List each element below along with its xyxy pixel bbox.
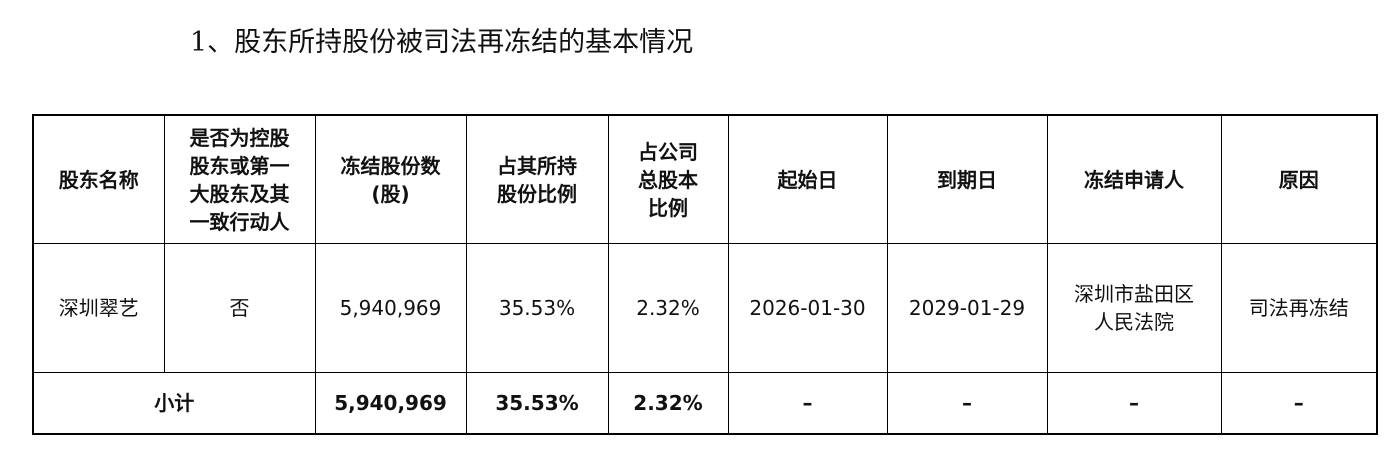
cell-line: 5,940,969 xyxy=(339,296,442,320)
cell-line: 2029-01-29 xyxy=(908,296,1026,320)
data-cell: 35.53% xyxy=(465,243,609,373)
subtotal-cell: 2.32% xyxy=(607,372,729,435)
cell-line: 否 xyxy=(229,296,250,320)
cell-line: 比例 xyxy=(648,195,688,220)
data-row: 深圳翠艺 否 5,940,969 35.53% 2.32% 2026-01-30 2029-… xyxy=(32,243,1378,373)
cell-line: 占公司 xyxy=(638,139,698,164)
cell-line: 是否为控股 xyxy=(189,125,290,150)
cell-line: 起始日 xyxy=(777,167,838,192)
data-cell: 2.32% xyxy=(607,243,729,373)
cell-line: 股东或第一 xyxy=(189,153,290,178)
data-cell: 否 xyxy=(163,243,316,373)
subtotal-cell: – xyxy=(886,372,1048,435)
data-cell: 深圳翠艺 xyxy=(32,243,165,373)
data-cell: 5,940,969 xyxy=(314,243,467,373)
data-cell: 深圳市盐田区 人民法院 xyxy=(1046,243,1222,373)
header-cell: 占其所持 股份比例 xyxy=(465,114,609,244)
subtotal-cell: 5,940,969 xyxy=(314,372,467,435)
cell-line: 35.53% xyxy=(498,296,576,320)
cell-line: 占其所持 xyxy=(497,153,577,178)
heading: 1、股东所持股份被司法再冻结的基本情况 xyxy=(190,27,694,58)
cell-line: (股) xyxy=(371,181,410,206)
data-cell: 2029-01-29 xyxy=(886,243,1048,373)
cell-line: 总股本 xyxy=(638,167,698,192)
cell-line: 深圳市盐田区 xyxy=(1074,282,1194,306)
cell-line: 股份比例 xyxy=(497,181,577,206)
header-cell: 原因 xyxy=(1220,114,1378,244)
cell-line: 2.32% xyxy=(636,296,700,320)
subtotal-cell: – xyxy=(1220,372,1378,435)
subtotal-cell: – xyxy=(1046,372,1222,435)
cell-line: 人民法院 xyxy=(1094,310,1174,334)
header-cell: 占公司 总股本 比例 xyxy=(607,114,729,244)
cell-line: 2026-01-30 xyxy=(749,296,866,320)
data-cell: 2026-01-30 xyxy=(727,243,888,373)
cell-line: 股东名称 xyxy=(58,167,139,192)
header-cell: 是否为控股股东或第一大股东及其一致行动人 xyxy=(163,114,316,244)
cell-line: 到期日 xyxy=(937,167,997,192)
cell-line: 一致行动人 xyxy=(189,209,290,234)
cell-line: 大股东及其 xyxy=(189,181,290,206)
cell-line: 司法再冻结 xyxy=(1248,296,1349,320)
header-cell: 起始日 xyxy=(727,114,888,244)
subtotal-cell: – xyxy=(727,372,888,435)
header-cell: 到期日 xyxy=(886,114,1048,244)
header-cell: 股东名称 xyxy=(32,114,165,244)
header-cell: 冻结股份数 (股) xyxy=(314,114,467,244)
cell-line: 原因 xyxy=(1278,167,1319,192)
data-cell: 司法再冻结 xyxy=(1220,243,1378,373)
header-row: 股东名称 是否为控股 股东或第一 大股东及其 一致行动人 冻结股份数 (股) 占其所持 股份比例… xyxy=(32,114,1378,244)
table-body: 股东名称 是否为控股 股东或第一 大股东及其 一致行动人 冻结股份数 (股) 占其所持 股份比例… xyxy=(32,114,1378,435)
cell-line: 冻结股份数 xyxy=(340,153,441,178)
cell-line: 冻结申请人 xyxy=(1084,167,1184,192)
freeze-table: 股东名称 是否为控股 股东或第一 大股东及其 一致行动人 冻结股份数 (股) 占其所持 股份比例… xyxy=(32,114,1378,435)
header-cell: 冻结申请人 xyxy=(1046,114,1222,244)
subtotal-cell: 小计 xyxy=(32,372,316,435)
subtotal-cell: 35.53% xyxy=(465,372,609,435)
subtotal-row: 小计 5,940,969 35.53% 2.32% – – – – xyxy=(32,372,1378,435)
cell-line: 深圳翠艺 xyxy=(58,296,139,320)
